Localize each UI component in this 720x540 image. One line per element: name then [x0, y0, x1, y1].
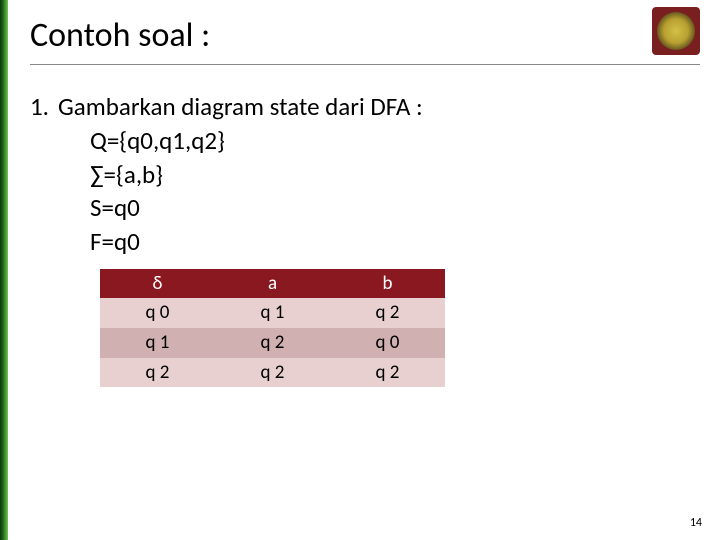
- table-row: q 1q 2q 0: [100, 328, 445, 358]
- slide-title: Contoh soal :: [30, 15, 700, 56]
- table-cell: q 1: [215, 298, 330, 328]
- table-cell: q 1: [100, 328, 215, 358]
- page-number: 14: [690, 516, 702, 530]
- definition-line: F=q0: [58, 225, 700, 259]
- table-cell: q 2: [330, 358, 445, 388]
- definition-line: S=q0: [58, 191, 700, 225]
- institution-logo: [652, 7, 700, 55]
- question-item: 1. Gambarkan diagram state dari DFA : Q=…: [30, 90, 700, 259]
- definition-line: ∑={a,b}: [58, 158, 700, 192]
- table-header-row: δab: [100, 269, 445, 299]
- slide-content: Contoh soal : 1. Gambarkan diagram state…: [30, 15, 700, 387]
- table-cell: q 2: [100, 358, 215, 388]
- table-cell: q 0: [100, 298, 215, 328]
- transition-table-wrap: δabq 0q 1q 2q 1q 2q 0q 2q 2q 2: [100, 269, 700, 388]
- table-cell: q 2: [215, 328, 330, 358]
- table-header-cell: b: [330, 269, 445, 299]
- definition-line: Q={q0,q1,q2}: [58, 124, 700, 158]
- question-number: 1.: [30, 90, 58, 259]
- table-header-cell: a: [215, 269, 330, 299]
- slide-body: 1. Gambarkan diagram state dari DFA : Q=…: [30, 90, 700, 387]
- transition-table: δabq 0q 1q 2q 1q 2q 0q 2q 2q 2: [100, 269, 445, 388]
- question-prompt: Gambarkan diagram state dari DFA :: [58, 90, 700, 124]
- left-decorative-stripe: [0, 0, 8, 540]
- table-cell: q 0: [330, 328, 445, 358]
- table-row: q 2q 2q 2: [100, 358, 445, 388]
- table-row: q 0q 1q 2: [100, 298, 445, 328]
- table-cell: q 2: [330, 298, 445, 328]
- table-cell: q 2: [215, 358, 330, 388]
- table-header-cell: δ: [100, 269, 215, 299]
- slide-header: Contoh soal :: [30, 15, 700, 65]
